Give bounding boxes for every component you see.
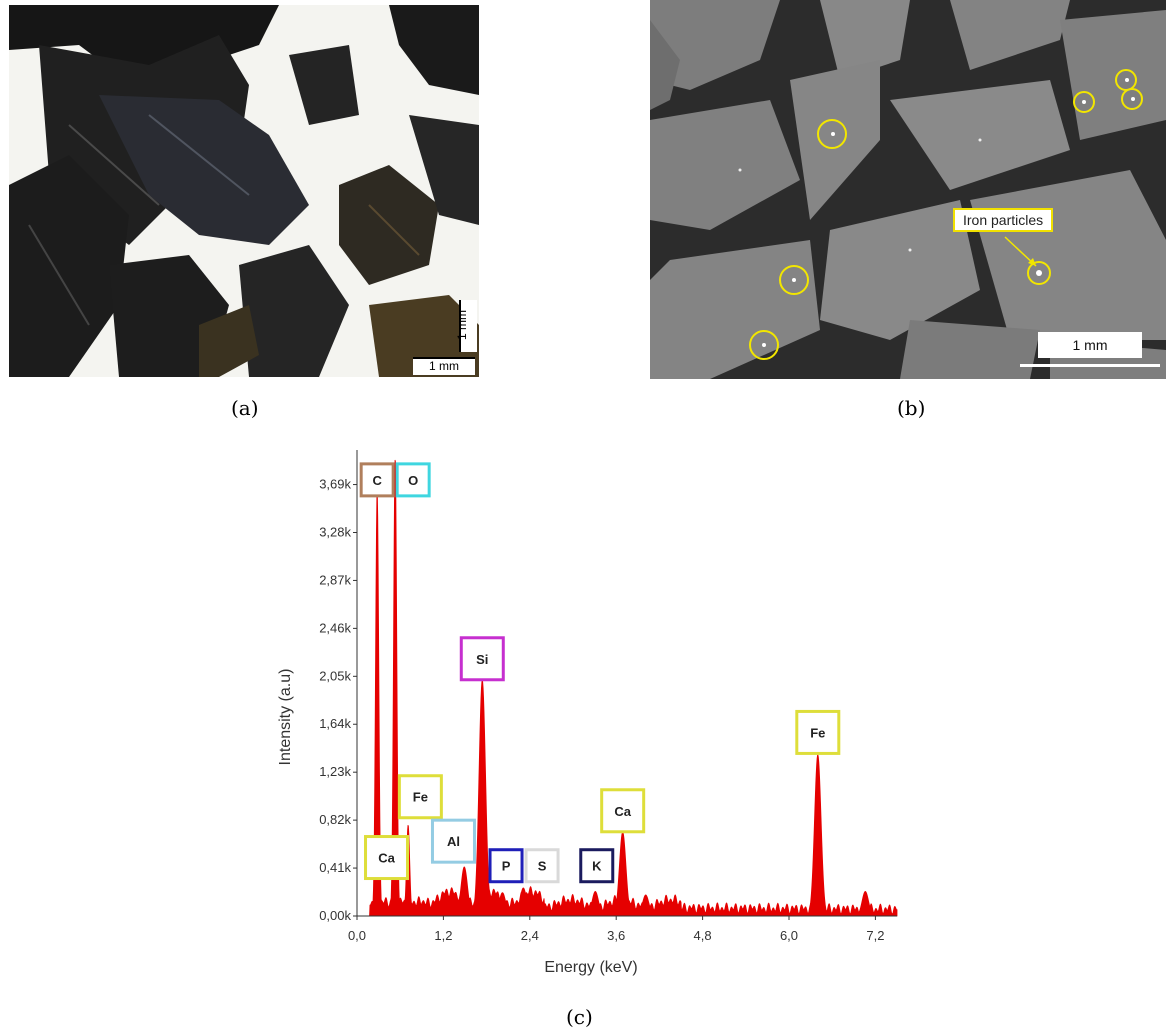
element-label-fe: Fe <box>810 725 825 740</box>
x-tick-label: 7,2 <box>866 928 884 943</box>
y-tick-label: 1,64k <box>319 716 351 731</box>
element-label-box <box>364 835 410 881</box>
element-label-box <box>579 848 615 884</box>
element-label-box <box>600 788 646 834</box>
x-tick-label: 1,2 <box>434 928 452 943</box>
x-tick-label: 4,8 <box>694 928 712 943</box>
sem-scale-bar-label: 1 mm <box>1072 337 1108 353</box>
caption-c: (c) <box>566 1005 593 1029</box>
element-label-k: K <box>592 859 602 874</box>
sem-scale-bar: 1 mm <box>1038 332 1142 358</box>
element-label-c: C <box>372 473 382 488</box>
element-label-box <box>397 774 443 820</box>
scale-bar-horizontal-label: 1 mm <box>429 359 459 373</box>
y-tick-label: 0,00k <box>319 908 351 923</box>
y-tick-label: 0,41k <box>319 860 351 875</box>
element-label-p: P <box>502 859 511 874</box>
element-label-fe: Fe <box>413 790 428 805</box>
element-label-box <box>459 636 505 682</box>
element-label-o: O <box>408 473 418 488</box>
x-axis-label: Energy (keV) <box>544 959 637 976</box>
optical-micrograph: 1 mm 1 mm <box>9 5 479 377</box>
y-tick-label: 2,46k <box>319 620 351 635</box>
element-label-box <box>430 818 476 864</box>
eds-spectrum-chart: 0,00k 0,41k 0,82k 1,23k 1,64k 2,05k 2,46k 2,87k… <box>277 450 898 976</box>
optical-micrograph-image <box>9 5 479 377</box>
element-label-ca: Ca <box>378 851 395 866</box>
element-labels: C O Si Fe Ca Al P S K Ca Fe <box>359 462 841 884</box>
caption-a: (a) <box>231 396 259 420</box>
scale-bar-horizontal: 1 mm <box>413 357 475 375</box>
x-tick-label: 6,0 <box>780 928 798 943</box>
element-label-box <box>795 709 841 755</box>
caption-b: (b) <box>897 396 926 420</box>
element-label-box <box>488 848 524 884</box>
element-label-ca: Ca <box>614 804 631 819</box>
spectrum-series <box>357 459 898 917</box>
element-label-si: Si <box>476 652 488 667</box>
x-tick-label: 0,0 <box>348 928 366 943</box>
sem-micrograph-image <box>650 0 1166 379</box>
y-tick-label: 3,69k <box>319 477 351 492</box>
scale-bar-vertical: 1 mm <box>455 300 477 352</box>
y-axis-label: Intensity (a.u) <box>277 669 294 766</box>
iron-particle-highlights <box>749 69 1160 367</box>
sem-micrograph: Iron particles 1 mm <box>650 0 1166 379</box>
element-label-s: S <box>538 859 547 874</box>
iron-particles-callout: Iron particles <box>953 208 1054 232</box>
y-tick-label: 2,87k <box>319 572 351 587</box>
x-tick-label: 3,6 <box>607 928 625 943</box>
y-tick-label: 2,05k <box>319 668 351 683</box>
element-label-box <box>524 848 560 884</box>
y-tick-label: 1,23k <box>319 764 351 779</box>
y-tick-label: 3,28k <box>319 524 351 539</box>
element-label-box <box>395 462 431 498</box>
scale-bar-vertical-label: 1 mm <box>455 310 469 340</box>
chart-plot-area <box>356 450 898 917</box>
element-label-box <box>359 462 395 498</box>
y-tick-label: 0,82k <box>319 812 351 827</box>
x-tick-label: 2,4 <box>521 928 539 943</box>
y-axis: 0,00k 0,41k 0,82k 1,23k 1,64k 2,05k 2,46k 2,87k… <box>319 477 357 923</box>
element-label-al: Al <box>447 834 460 849</box>
x-axis: 0,0 1,2 2,4 3,6 4,8 6,0 7,2 <box>348 916 884 943</box>
